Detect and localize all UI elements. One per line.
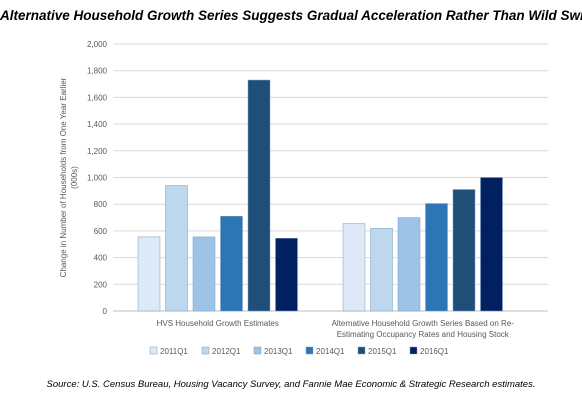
y-tick-label: 1,400 [87, 120, 108, 129]
bar-2011q1-hvs [137, 236, 161, 312]
source-note: Source: U.S. Census Bureau, Housing Vaca… [46, 379, 536, 390]
y-tick-label: 0 [103, 307, 108, 316]
bar-2014q1-hvs [220, 215, 243, 312]
gridlines [113, 43, 548, 312]
legend-label: 2015Q1 [368, 347, 397, 356]
bar-2015q1-hvs [247, 79, 271, 312]
category-label: Alternative Household Growth Series Base… [332, 319, 515, 328]
legend-swatch [201, 346, 210, 355]
bar-2013q1-hvs [192, 236, 216, 312]
bar-2013q1-alternative [397, 217, 421, 312]
bar-2016q1-hvs [275, 237, 298, 312]
y-tick-label: 400 [94, 254, 108, 263]
legend-swatch [357, 346, 366, 355]
bar-2016q1-alternative [480, 177, 503, 312]
y-axis-ticks: 0 200 400 600 800 1,000 1,200 1,400 1,600 1,800 2,… [87, 40, 108, 316]
y-tick-label: 1,000 [87, 174, 108, 183]
y-axis-title-line: Change in Number of Households from One … [59, 77, 68, 277]
legend-label: 2014Q1 [316, 347, 345, 356]
y-tick-label: 2,000 [87, 40, 108, 49]
legend-swatch [409, 346, 418, 355]
bar-2012q1-hvs [165, 185, 188, 312]
legend-label: 2012Q1 [212, 347, 241, 356]
y-tick-label: 800 [94, 200, 108, 209]
y-tick-label: 200 [94, 280, 108, 289]
legend-label: 2016Q1 [420, 347, 449, 356]
y-tick-label: 1,800 [87, 67, 108, 76]
bar-2011q1-alternative [342, 223, 366, 312]
category-label: HVS Household Growth Estimates [157, 319, 279, 328]
legend-swatch [253, 346, 262, 355]
y-tick-label: 1,600 [87, 93, 108, 102]
legend-label: 2011Q1 [160, 347, 188, 356]
bar-2012q1-alternative [370, 227, 393, 312]
legend-label: 2013Q1 [264, 347, 293, 356]
y-tick-label: 1,200 [87, 147, 108, 156]
legend: 2011Q1 2012Q1 2013Q1 2014Q1 2015Q1 2016Q1 [149, 346, 449, 356]
legend-swatch [149, 346, 158, 355]
chart-title: Alternative Household Growth Series Sugg… [0, 8, 582, 23]
category-label: Estimating Occupancy Rates and Housing S… [337, 330, 510, 339]
y-axis-title: Change in Number of Households from One … [59, 77, 79, 277]
bars [137, 79, 503, 312]
y-axis-title-line: (000s) [70, 166, 79, 189]
x-axis-category-labels: HVS Household Growth Estimates Alternativ… [157, 319, 515, 339]
y-tick-label: 600 [94, 227, 108, 236]
bar-2015q1-alternative [452, 189, 476, 312]
bar-2014q1-alternative [425, 203, 448, 312]
legend-swatch [305, 346, 314, 355]
